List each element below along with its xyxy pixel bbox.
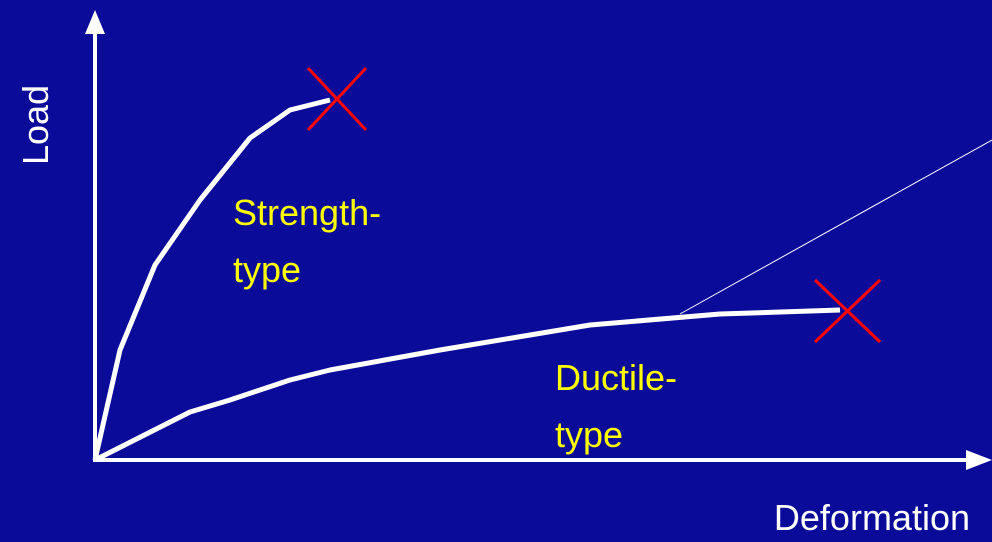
y-axis-label: Load xyxy=(15,85,56,165)
strength-curve xyxy=(92,97,331,461)
failure-mark xyxy=(813,278,882,344)
x-axis-arrow xyxy=(966,450,992,470)
curve-label: Ductile- xyxy=(555,357,677,398)
ductile-curve xyxy=(93,307,841,463)
curve-label: type xyxy=(555,414,623,455)
curve-label: type xyxy=(233,249,301,290)
y-axis-arrow xyxy=(85,10,105,34)
x-axis-label: Deformation xyxy=(774,497,970,538)
curve-label: Strength- xyxy=(233,192,381,233)
failure-mark xyxy=(306,66,368,132)
leader-line xyxy=(679,139,992,315)
